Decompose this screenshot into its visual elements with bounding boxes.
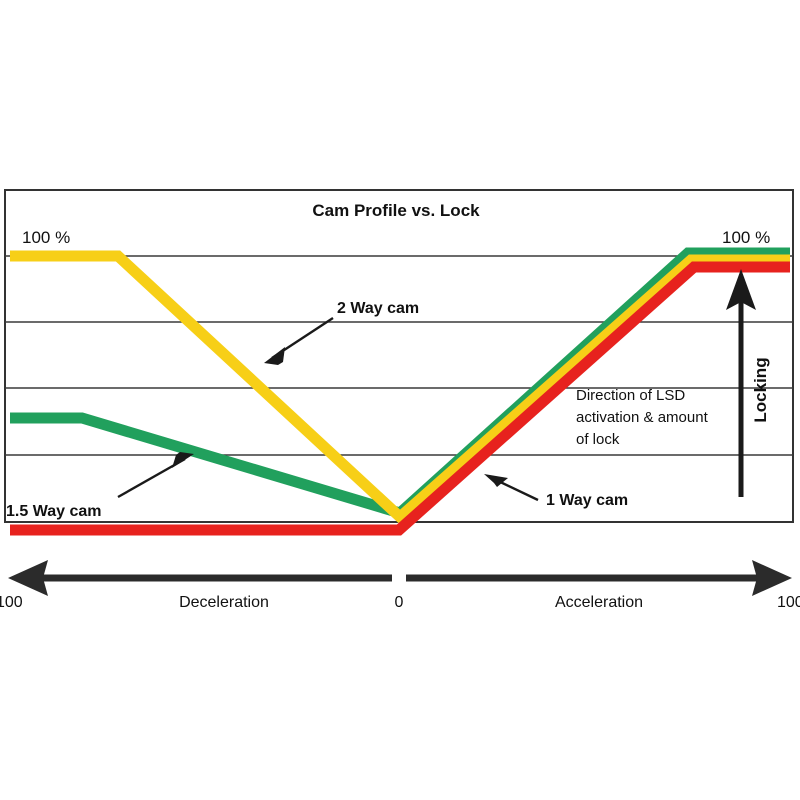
axis-label-left-100: 100 bbox=[0, 594, 23, 611]
callout-arrowhead-1-way-cam bbox=[484, 474, 508, 487]
label-max-left: 100 % bbox=[22, 228, 70, 247]
axis-label-deceleration: Deceleration bbox=[179, 594, 269, 611]
direction-note: Direction of LSD activation & amount of … bbox=[576, 387, 709, 448]
gridlines bbox=[5, 255, 793, 456]
axis-label-right-100: 100 bbox=[777, 594, 800, 611]
chart-title: Cam Profile vs. Lock bbox=[312, 201, 480, 220]
curve-1-way-cam bbox=[10, 261, 790, 536]
callout-label-1point5-way-cam: 1.5 Way cam bbox=[6, 503, 101, 520]
direction-note-line-1: Direction of LSD bbox=[576, 387, 685, 404]
annotation-1point5-way-cam: 1.5 Way cam bbox=[6, 452, 194, 520]
horizontal-axis: 100 0 100 Deceleration Acceleration bbox=[0, 560, 800, 611]
axis-arrowhead-left bbox=[8, 560, 48, 596]
locking-arrow: Locking bbox=[726, 269, 770, 497]
direction-note-line-2: activation & amount bbox=[576, 409, 709, 426]
annotation-2-way-cam: 2 Way cam bbox=[264, 300, 419, 365]
direction-note-line-3: of lock bbox=[576, 431, 620, 448]
axis-label-zero: 0 bbox=[395, 594, 404, 611]
axis-label-acceleration: Acceleration bbox=[555, 594, 643, 611]
label-max-right: 100 % bbox=[722, 228, 770, 247]
callout-label-1-way-cam: 1 Way cam bbox=[546, 492, 628, 509]
callout-arrowhead-2-way-cam bbox=[264, 347, 285, 365]
annotation-1-way-cam: 1 Way cam bbox=[484, 474, 628, 509]
locking-axis-label: Locking bbox=[751, 357, 770, 422]
axis-arrowhead-right bbox=[752, 560, 792, 596]
curve-2-way-cam bbox=[10, 250, 790, 525]
callout-label-2-way-cam: 2 Way cam bbox=[337, 300, 419, 317]
locking-arrow-head bbox=[726, 269, 756, 310]
callout-arrowhead-1point5-way-cam bbox=[172, 452, 194, 468]
